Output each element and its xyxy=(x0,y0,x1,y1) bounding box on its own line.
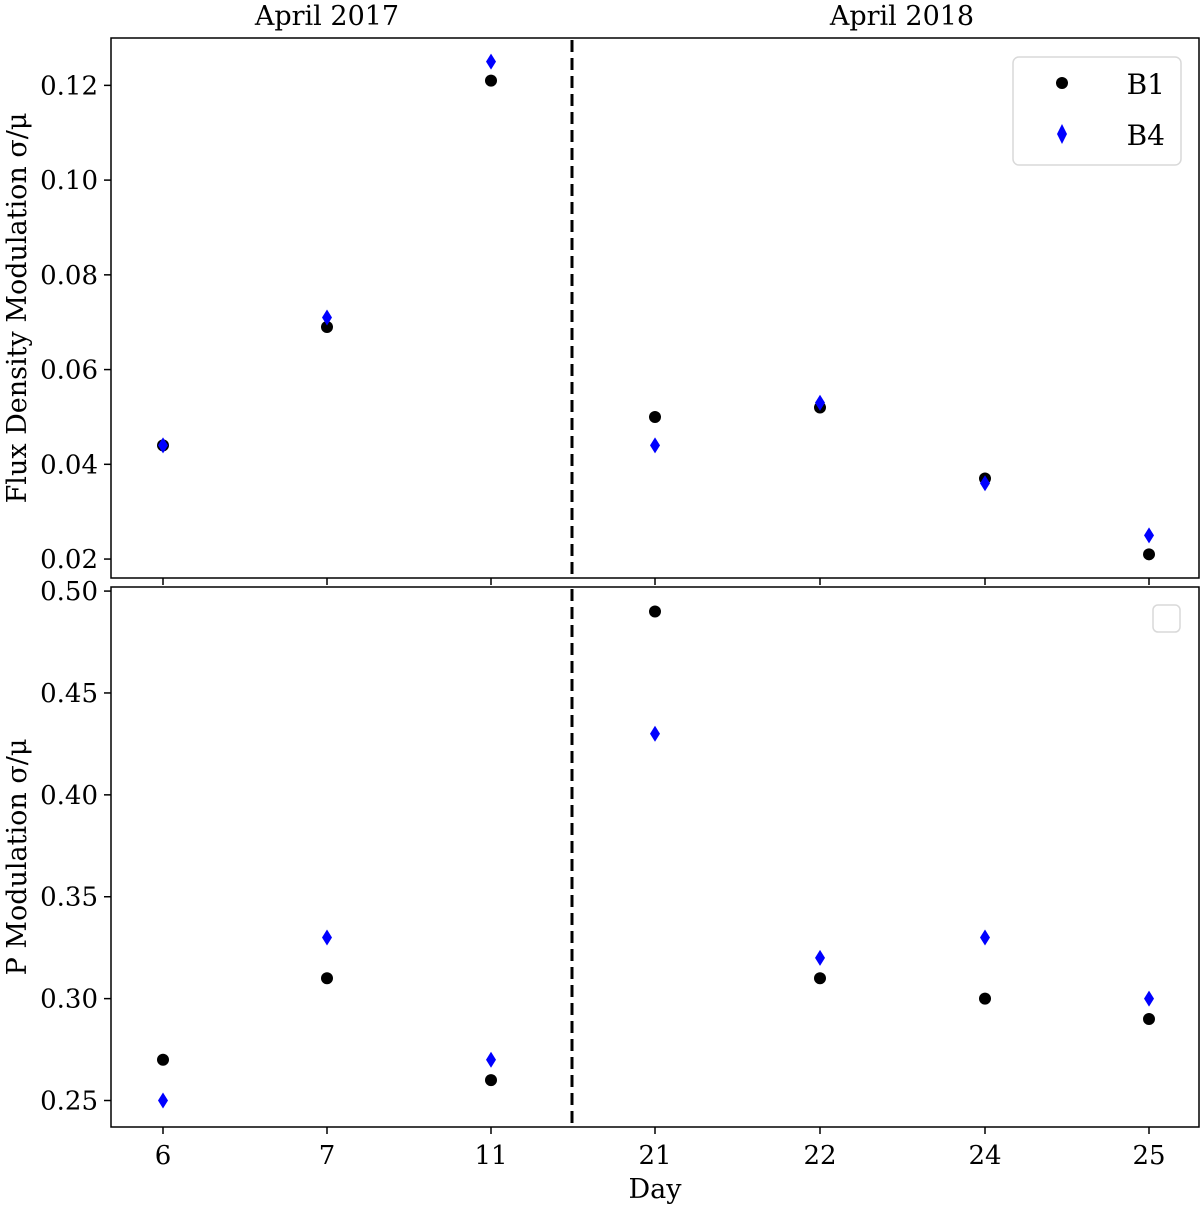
x-tick-label: 22 xyxy=(803,1141,836,1171)
data-point-b4 xyxy=(322,929,332,946)
data-point-b4 xyxy=(980,929,990,946)
data-point-b1 xyxy=(649,605,661,618)
data-point-b4 xyxy=(815,949,825,966)
bottom-x-axis: 6 7 11 21 22 24 25 xyxy=(155,1127,1166,1171)
data-point-b4 xyxy=(980,475,990,492)
legend-box xyxy=(1012,56,1182,166)
x-tick-label: 24 xyxy=(968,1141,1001,1171)
data-point-b1 xyxy=(1143,1013,1155,1025)
bottom-panel: 0.25 0.30 0.35 0.40 0.45 0.50 6 7 11 21 22 24 25 P … xyxy=(2,577,1200,1205)
data-point-b1 xyxy=(1143,548,1155,561)
group-label-april-2017: April 2017 xyxy=(254,1,399,32)
data-point-b4 xyxy=(650,725,660,742)
group-label-april-2018: April 2018 xyxy=(829,1,974,32)
data-point-b4 xyxy=(486,1051,496,1068)
y-tick-label: 0.02 xyxy=(40,545,98,575)
y-tick-label: 0.10 xyxy=(40,166,98,196)
y-tick-label: 0.50 xyxy=(40,577,98,607)
y-tick-label: 0.45 xyxy=(40,679,98,709)
top-panel: 0.02 0.04 0.06 0.08 0.10 0.12 Flux Density Mo… xyxy=(2,37,1200,585)
data-point-b4 xyxy=(815,394,825,411)
y-tick-label: 0.30 xyxy=(40,985,98,1015)
data-point-b4 xyxy=(1144,990,1154,1007)
data-point-b1 xyxy=(649,410,661,423)
legend-label-b1: B1 xyxy=(1127,68,1165,101)
data-point-b1 xyxy=(814,972,826,985)
y-tick-label: 0.06 xyxy=(40,356,98,386)
top-data-points xyxy=(157,53,1155,561)
y-tick-label: 0.04 xyxy=(40,450,98,480)
x-tick-label: 11 xyxy=(474,1141,507,1171)
data-point-b1 xyxy=(321,972,333,985)
top-y-axis: 0.02 0.04 0.06 0.08 0.10 0.12 xyxy=(40,71,111,575)
bottom-plot-frame xyxy=(110,586,1200,1128)
data-point-b1 xyxy=(485,74,497,87)
y-tick-label: 0.35 xyxy=(40,883,98,913)
top-legend: B1 B4 xyxy=(1012,56,1182,166)
top-y-axis-label: Flux Density Modulation σ/μ xyxy=(2,113,33,504)
data-point-b1 xyxy=(321,320,333,333)
x-tick-label: 7 xyxy=(319,1141,336,1171)
data-point-b1 xyxy=(485,1074,497,1087)
legend-circle-icon xyxy=(1056,77,1068,89)
y-tick-label: 0.08 xyxy=(40,261,98,291)
bottom-data-points xyxy=(157,605,1155,1109)
y-tick-label: 0.12 xyxy=(40,71,98,101)
x-tick-label: 25 xyxy=(1132,1141,1165,1171)
legend-label-b4: B4 xyxy=(1127,119,1165,152)
y-tick-label: 0.40 xyxy=(40,781,98,811)
data-point-b4 xyxy=(486,53,496,70)
legend-diamond-icon xyxy=(1057,124,1067,144)
y-tick-label: 0.25 xyxy=(40,1087,98,1117)
data-point-b4 xyxy=(1144,527,1154,544)
x-axis-label: Day xyxy=(629,1174,683,1205)
data-point-b4 xyxy=(650,437,660,454)
x-tick-label: 21 xyxy=(638,1141,671,1171)
data-point-b1 xyxy=(979,992,991,1005)
data-point-b4 xyxy=(322,309,332,326)
top-x-axis xyxy=(162,578,1150,585)
x-tick-label: 6 xyxy=(155,1141,172,1171)
data-point-b1 xyxy=(157,1053,169,1066)
data-point-b4 xyxy=(158,1092,168,1109)
bottom-y-axis: 0.25 0.30 0.35 0.40 0.45 0.50 xyxy=(40,577,111,1117)
bottom-y-axis-label: P Modulation σ/μ xyxy=(2,739,33,976)
data-point-b4 xyxy=(158,437,168,454)
empty-legend-box xyxy=(1152,604,1181,633)
